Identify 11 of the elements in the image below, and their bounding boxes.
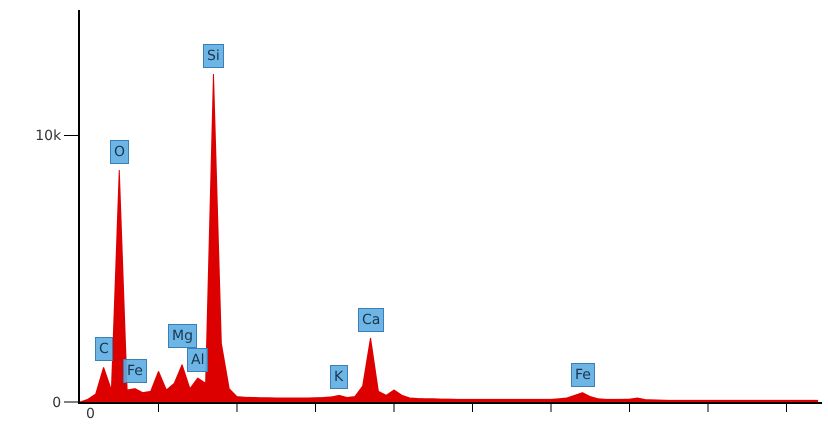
data-label: Al — [191, 352, 204, 368]
data-label: K — [334, 369, 344, 385]
data-label: Si — [207, 48, 220, 64]
data-label: Fe — [127, 363, 143, 379]
y-tick-label: 10k — [35, 128, 62, 144]
data-label: O — [114, 144, 126, 160]
text: 0 — [86, 406, 95, 422]
data-label: Mg — [172, 328, 193, 344]
data-label: Fe — [575, 367, 591, 383]
data-label: Ca — [362, 312, 380, 328]
data-label: C — [99, 341, 109, 357]
